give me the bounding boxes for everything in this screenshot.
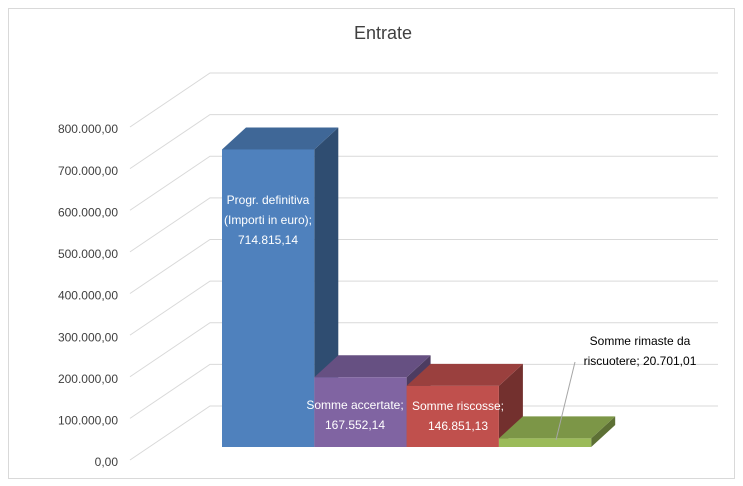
grid-line — [129, 197, 718, 253]
y-tick-label: 200.000,00 — [58, 372, 118, 386]
data-label: Somme accertate; 167.552,14 — [306, 398, 404, 432]
bar-top — [314, 355, 431, 378]
grid-line — [129, 363, 718, 419]
grid-line — [129, 239, 718, 294]
bar-top — [498, 416, 616, 439]
y-tick-label: 500.000,00 — [58, 247, 118, 261]
grid-line — [129, 322, 718, 378]
y-tick-label: 700.000,00 — [58, 164, 118, 178]
grid-line — [129, 280, 718, 336]
bar — [498, 438, 592, 447]
data-label: Progr. definitiva (Importi in euro); 714… — [223, 193, 313, 247]
y-tick-label: 800.000,00 — [58, 122, 118, 136]
y-tick-label: 600.000,00 — [58, 205, 118, 219]
chart-title: Entrate — [354, 23, 412, 43]
grid-line — [129, 155, 718, 211]
y-tick-label: 400.000,00 — [58, 289, 118, 303]
y-tick-label: 0,00 — [95, 455, 119, 469]
y-tick-label: 100.000,00 — [58, 414, 118, 428]
bar-side — [591, 416, 616, 447]
data-label: Somme riscosse; 146.851,13 — [411, 399, 505, 433]
bar — [222, 149, 315, 447]
y-tick-label: 300.000,00 — [58, 330, 118, 344]
data-label: Somme rimaste da riscuotere; 20.701,01 — [583, 334, 697, 368]
leader-line — [555, 361, 576, 441]
bar-top — [406, 363, 523, 386]
grid-line — [129, 405, 718, 461]
grid-line — [129, 114, 718, 170]
bar — [314, 377, 407, 447]
bar — [406, 385, 499, 447]
grid-line — [129, 72, 718, 128]
bar-top — [222, 127, 339, 150]
